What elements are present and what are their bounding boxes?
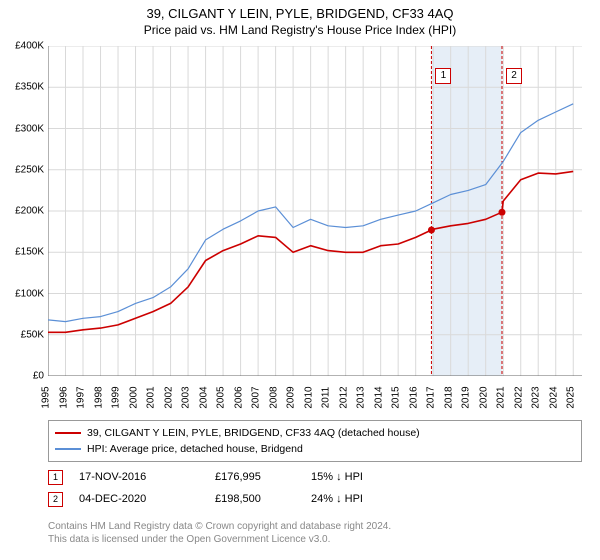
y-tick-label: £350K [0, 82, 44, 93]
footer-attribution: Contains HM Land Registry data © Crown c… [48, 520, 582, 546]
y-tick-label: £250K [0, 164, 44, 175]
x-tick-label: 2016 [408, 386, 419, 408]
sale-price: £176,995 [215, 471, 295, 483]
sale-row: 2 04-DEC-2020 £198,500 24% ↓ HPI [48, 488, 582, 510]
x-tick-label: 2008 [268, 386, 279, 408]
legend-swatch-hpi [55, 448, 81, 450]
sale-row: 1 17-NOV-2016 £176,995 15% ↓ HPI [48, 466, 582, 488]
sale-marker-1: 1 [435, 68, 451, 84]
x-tick-label: 2003 [181, 386, 192, 408]
x-tick-label: 2013 [356, 386, 367, 408]
y-tick-label: £100K [0, 288, 44, 299]
x-tick-label: 2005 [216, 386, 227, 408]
x-tick-label: 2015 [391, 386, 402, 408]
legend-label-property: 39, CILGANT Y LEIN, PYLE, BRIDGEND, CF33… [87, 427, 420, 439]
y-tick-label: £200K [0, 206, 44, 217]
legend-swatch-property [55, 432, 81, 434]
sale-diff: 15% ↓ HPI [311, 471, 421, 483]
chart-legend: 39, CILGANT Y LEIN, PYLE, BRIDGEND, CF33… [48, 420, 582, 462]
sale-date: 04-DEC-2020 [79, 493, 199, 505]
x-tick-label: 2011 [320, 387, 331, 409]
sale-row-marker: 2 [48, 492, 63, 507]
x-tick-label: 1995 [41, 386, 52, 408]
footer-line2: This data is licensed under the Open Gov… [48, 533, 582, 546]
chart-svg [48, 46, 582, 376]
x-tick-label: 2002 [163, 386, 174, 408]
sale-marker-2: 2 [506, 68, 522, 84]
chart-title-address: 39, CILGANT Y LEIN, PYLE, BRIDGEND, CF33… [0, 0, 600, 21]
x-tick-label: 2010 [303, 386, 314, 408]
x-tick-label: 2004 [198, 386, 209, 408]
y-tick-label: £150K [0, 247, 44, 258]
x-tick-label: 2019 [461, 386, 472, 408]
sale-date: 17-NOV-2016 [79, 471, 199, 483]
legend-row-property: 39, CILGANT Y LEIN, PYLE, BRIDGEND, CF33… [55, 425, 575, 441]
sale-row-marker: 1 [48, 470, 63, 485]
x-tick-label: 2001 [146, 386, 157, 408]
x-tick-label: 2025 [566, 386, 577, 408]
x-tick-label: 2022 [513, 386, 524, 408]
x-tick-label: 2000 [128, 386, 139, 408]
x-tick-label: 2023 [531, 386, 542, 408]
sale-price: £198,500 [215, 493, 295, 505]
chart-plot-area [48, 46, 582, 376]
legend-row-hpi: HPI: Average price, detached house, Brid… [55, 441, 575, 457]
x-tick-label: 2009 [286, 386, 297, 408]
x-tick-label: 1998 [93, 386, 104, 408]
x-tick-label: 2018 [443, 386, 454, 408]
sales-table: 1 17-NOV-2016 £176,995 15% ↓ HPI 2 04-DEC-202… [48, 466, 582, 510]
x-tick-label: 2021 [496, 386, 507, 408]
x-tick-label: 2014 [373, 386, 384, 408]
x-tick-label: 1999 [111, 386, 122, 408]
legend-label-hpi: HPI: Average price, detached house, Brid… [87, 443, 303, 455]
x-tick-label: 2006 [233, 386, 244, 408]
y-tick-label: £50K [0, 329, 44, 340]
x-tick-label: 2007 [251, 386, 262, 408]
sale-diff: 24% ↓ HPI [311, 493, 421, 505]
chart-subtitle: Price paid vs. HM Land Registry's House … [0, 21, 600, 37]
y-tick-label: £400K [0, 41, 44, 52]
x-tick-label: 1996 [58, 386, 69, 408]
x-tick-label: 1997 [76, 386, 87, 408]
chart-container: 39, CILGANT Y LEIN, PYLE, BRIDGEND, CF33… [0, 0, 600, 560]
x-tick-label: 2024 [548, 386, 559, 408]
x-tick-label: 2020 [478, 386, 489, 408]
footer-line1: Contains HM Land Registry data © Crown c… [48, 520, 582, 533]
x-tick-label: 2012 [338, 386, 349, 408]
y-tick-label: £0 [0, 371, 44, 382]
y-tick-label: £300K [0, 123, 44, 134]
x-tick-label: 2017 [426, 386, 437, 408]
